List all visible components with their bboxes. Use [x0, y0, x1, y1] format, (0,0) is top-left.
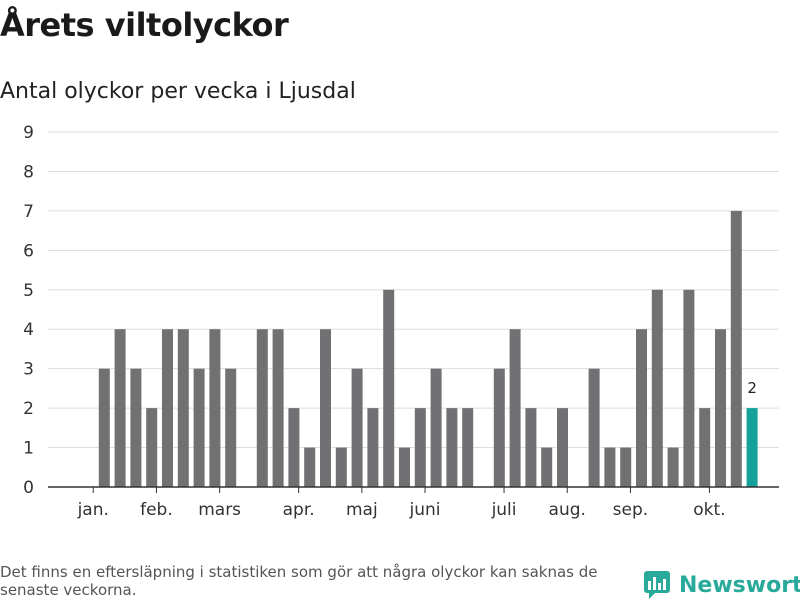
bar [98, 368, 110, 487]
bar [493, 368, 505, 487]
bar [557, 408, 568, 487]
bar [430, 368, 442, 487]
x-tick-label: juli [491, 500, 517, 520]
bar [351, 368, 363, 487]
bar [604, 447, 616, 487]
bar [446, 408, 458, 487]
axis-labels: 0 1 2 3 4 5 6 7 8 9 2 jan. feb. mars apr. maj juni juli au… [23, 123, 757, 520]
bar [620, 447, 632, 487]
x-tick-label: juni [409, 500, 441, 520]
bar-highlight [746, 408, 758, 487]
y-tick-label: 0 [23, 478, 34, 498]
y-tick-label: 5 [23, 281, 34, 301]
bar [288, 408, 300, 487]
bar [193, 368, 205, 487]
grid-lines [48, 131, 779, 449]
bar [462, 408, 474, 487]
y-tick-label: 2 [23, 399, 34, 419]
bar [130, 368, 142, 487]
bar [114, 329, 126, 487]
y-tick-label: 7 [23, 202, 34, 222]
bar-chart-speech-bubble-icon [644, 571, 670, 599]
bar [209, 329, 221, 487]
bar [730, 210, 742, 487]
bar [383, 289, 395, 487]
bar [177, 329, 189, 487]
bar [256, 329, 268, 487]
x-tick-label: apr. [283, 500, 315, 520]
bar [588, 368, 600, 487]
brand-name: Newsworthy [679, 572, 800, 598]
x-tick-label: mars [198, 500, 241, 520]
y-tick-label: 6 [23, 241, 34, 261]
bar [399, 447, 410, 487]
bar-series [98, 210, 758, 487]
bar-chart: 0 1 2 3 4 5 6 7 8 9 2 jan. feb. mars apr. maj juni juli au… [23, 123, 779, 520]
bar-data-label: 2 [747, 379, 757, 397]
bar [304, 447, 316, 487]
bar [683, 289, 695, 487]
y-tick-label: 8 [23, 162, 34, 182]
footnote: Det finns en eftersläpning i statistiken… [0, 563, 598, 599]
x-tick-label: okt. [693, 500, 725, 520]
bar [162, 329, 173, 487]
bar [699, 408, 711, 487]
bar [715, 329, 726, 487]
bar [525, 408, 537, 487]
y-tick-label: 3 [23, 360, 34, 380]
bar [320, 329, 331, 487]
chart-title: Årets viltolyckor [0, 6, 289, 44]
bar [367, 408, 379, 487]
x-tick-label: jan. [77, 500, 109, 520]
bar [335, 447, 347, 487]
bar [272, 329, 284, 487]
chart-subtitle: Antal olyckor per vecka i Ljusdal [0, 79, 356, 104]
x-tick-label: feb. [140, 500, 173, 520]
bar [414, 408, 426, 487]
bar [651, 289, 663, 487]
y-tick-label: 1 [23, 439, 34, 459]
brand-logo[interactable]: Newsworthy [643, 568, 800, 602]
x-tick-label: sep. [613, 500, 649, 520]
bar [146, 408, 158, 487]
bar [509, 329, 521, 487]
bar [667, 447, 679, 487]
bar [636, 329, 647, 487]
y-tick-label: 9 [23, 123, 34, 143]
x-tick-label: maj [346, 500, 378, 520]
bar [541, 447, 553, 487]
bar [225, 368, 237, 487]
x-tick-label: aug. [549, 500, 586, 520]
x-axis [48, 486, 779, 493]
y-tick-label: 4 [23, 320, 34, 340]
